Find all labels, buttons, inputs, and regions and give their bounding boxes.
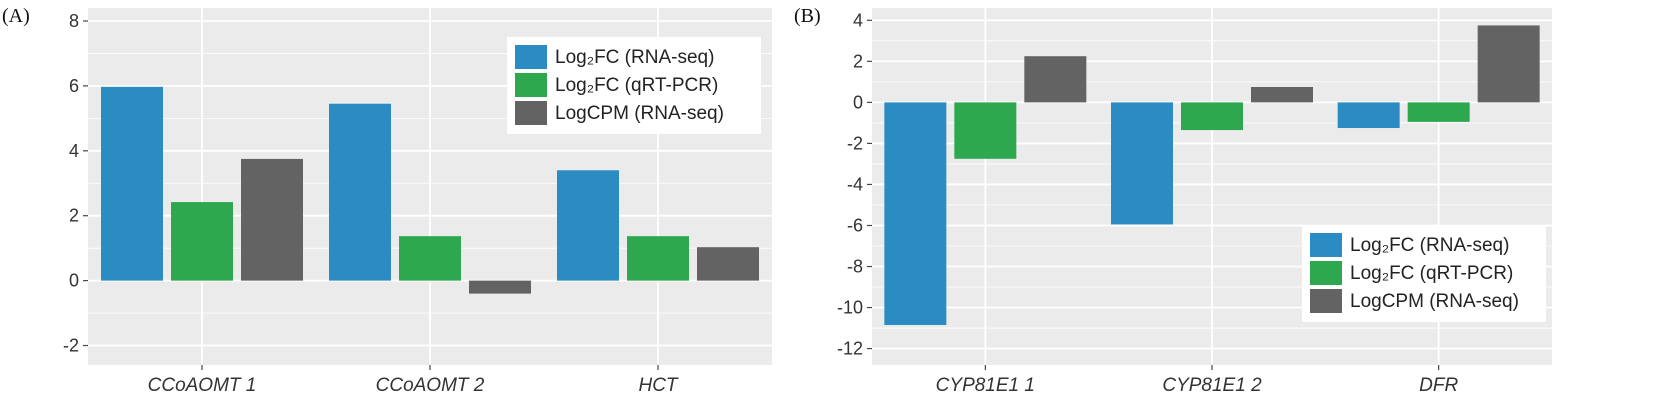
legend-box <box>507 37 761 134</box>
legend-label: LogCPM (RNA-seq) <box>555 103 724 124</box>
bar-cyp81e1-1-series-3 <box>1024 56 1087 103</box>
chart-panel-1: (A) -2 0 2 4 6 8 CCoAOMT 1 CCoAOMT 2 HCT Log₂FC (R… <box>2 5 772 396</box>
legend-label: Log₂FC (RNA-seq) <box>555 47 714 68</box>
panel-label: (A) <box>2 5 30 27</box>
y-tick-label: -2 <box>63 336 79 356</box>
bar-dfr-series-3 <box>1477 25 1540 103</box>
legend-label: Log₂FC (qRT-PCR) <box>555 75 718 96</box>
chart-panel-2: (B) -12 -10 -8 -6 -4 -2 0 2 4 CYP81E1 1 CYP81E1 2 DF… <box>794 5 1552 396</box>
legend-key <box>515 45 547 69</box>
y-tick-label: 0 <box>69 271 79 291</box>
bar-hct-series-2 <box>627 236 689 281</box>
x-tick-label: CCoAOMT 2 <box>376 375 485 396</box>
legend-label: Log₂FC (qRT-PCR) <box>1350 263 1513 284</box>
y-tick-label: 4 <box>853 10 863 30</box>
bar-dfr-series-2 <box>1407 102 1470 122</box>
x-tick-label: DFR <box>1419 375 1458 396</box>
y-tick-label: 2 <box>69 206 79 226</box>
y-tick-label: 4 <box>69 141 79 161</box>
bar-ccoaomt-2-series-3 <box>469 280 531 294</box>
y-tick-label: 0 <box>853 92 863 112</box>
bar-ccoaomt-2-series-2 <box>399 236 461 281</box>
bar-cyp81e1-2-series-1 <box>1111 102 1173 225</box>
bar-ccoaomt-2-series-1 <box>329 103 391 281</box>
y-tick-label: 8 <box>69 11 79 31</box>
bar-cyp81e1-2-series-3 <box>1251 86 1313 103</box>
bar-cyp81e1-2-series-2 <box>1181 102 1243 131</box>
x-tick-label: CYP81E1 2 <box>1162 375 1262 396</box>
bar-ccoaomt-1-series-1 <box>101 86 163 281</box>
bar-ccoaomt-1-series-3 <box>241 158 303 281</box>
bar-hct-series-3 <box>697 247 759 281</box>
y-tick-label: -2 <box>847 133 863 153</box>
bar-cyp81e1-1-series-1 <box>884 102 947 325</box>
y-tick-label: -10 <box>837 298 863 318</box>
bar-dfr-series-1 <box>1337 102 1400 129</box>
bar-cyp81e1-1-series-2 <box>954 102 1017 159</box>
x-tick-label: CCoAOMT 1 <box>148 375 257 396</box>
y-tick-label: -8 <box>847 257 863 277</box>
legend-key <box>515 101 547 125</box>
bar-ccoaomt-1-series-2 <box>171 202 233 281</box>
bar-hct-series-1 <box>557 170 619 281</box>
y-tick-label: -4 <box>847 174 863 194</box>
y-tick-label: 2 <box>853 51 863 71</box>
panel-label: (B) <box>794 5 821 27</box>
y-tick-label: -6 <box>847 215 863 235</box>
legend: Log₂FC (RNA-seq) Log₂FC (qRT-PCR) LogCPM (… <box>507 37 761 134</box>
x-tick-label: CYP81E1 1 <box>936 375 1035 396</box>
legend-label: LogCPM (RNA-seq) <box>1350 291 1519 312</box>
legend-key <box>1310 261 1342 285</box>
legend-key <box>1310 289 1342 313</box>
y-tick-label: -12 <box>837 339 863 359</box>
legend: Log₂FC (RNA-seq) Log₂FC (qRT-PCR) LogCPM (… <box>1302 225 1546 322</box>
y-tick-label: 6 <box>69 76 79 96</box>
legend-key <box>515 73 547 97</box>
legend-box <box>1302 225 1546 322</box>
legend-key <box>1310 233 1342 257</box>
legend-label: Log₂FC (RNA-seq) <box>1350 235 1509 256</box>
x-tick-label: HCT <box>638 375 678 396</box>
